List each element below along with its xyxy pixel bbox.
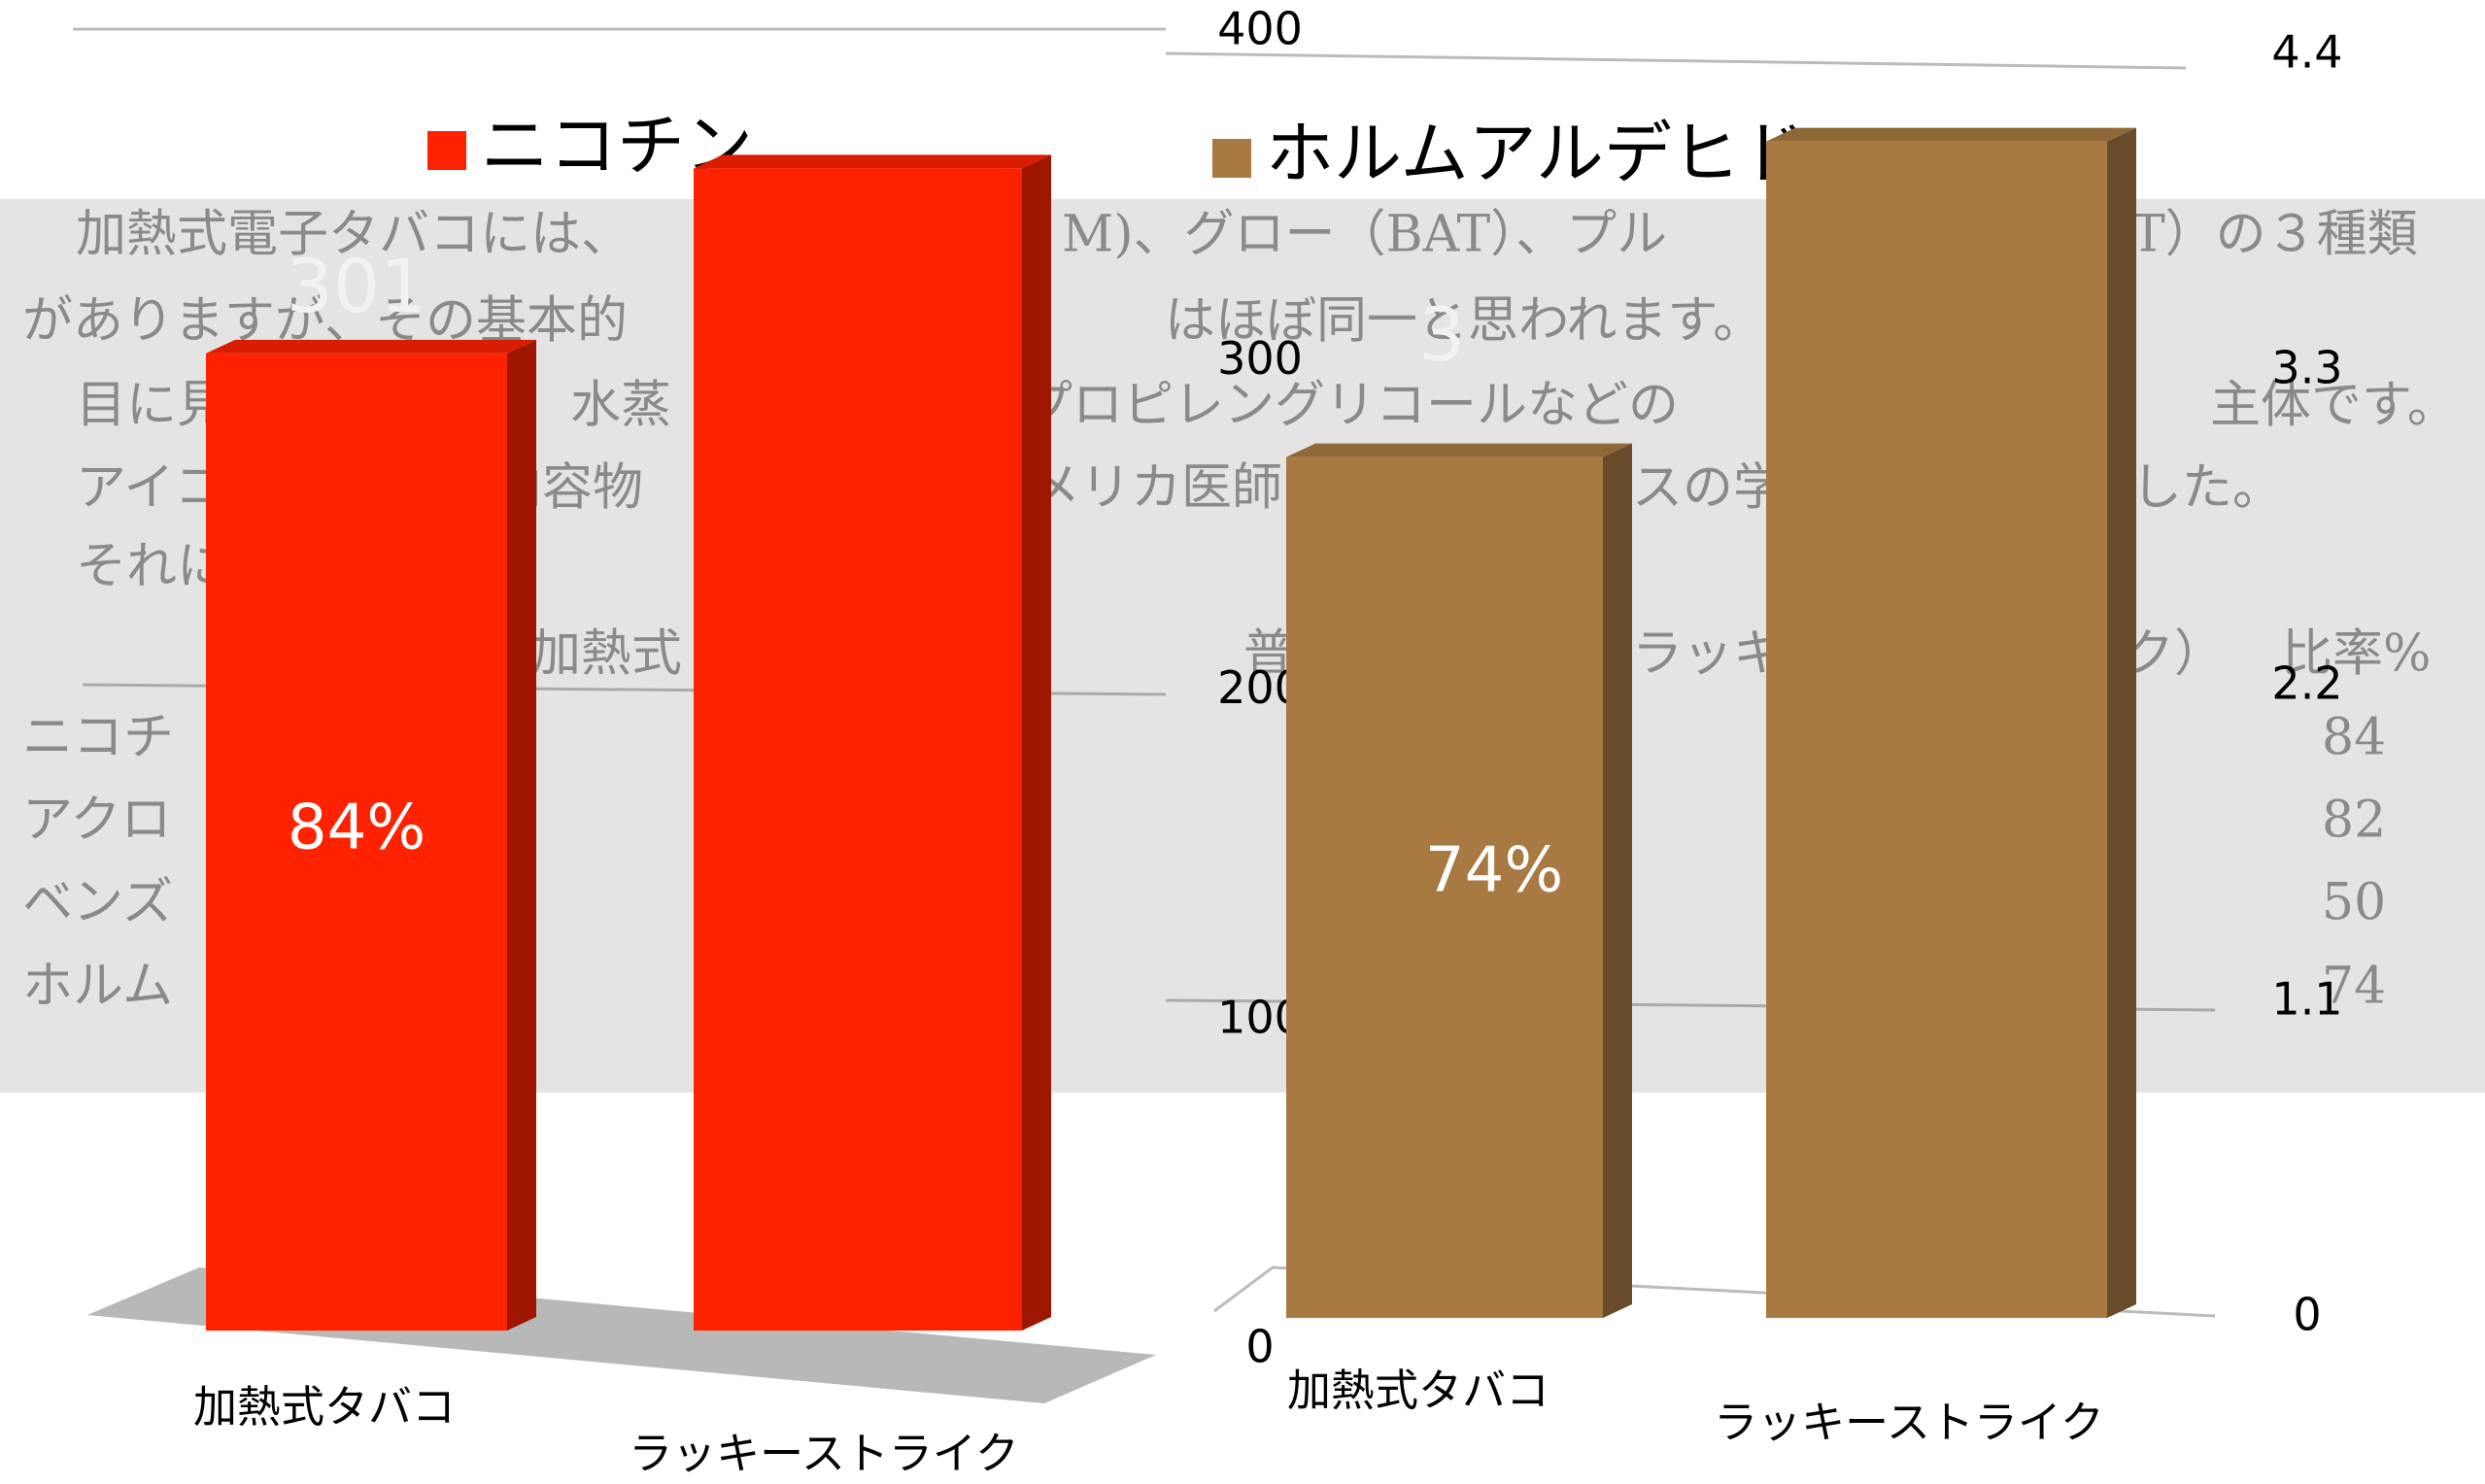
bar-top [1286, 443, 1632, 457]
y2-tick-label: 2.2 [2271, 658, 2342, 710]
document-text: 加熱式電子タバコには、 M)、グロー（BAT）、プル T）の３種類がありますが、その… [22, 206, 2458, 1016]
x-tick-label: ラッキーストライク [1714, 1397, 2104, 1448]
document-fragment: 加熱式 [530, 625, 682, 684]
document-fragment: M)、グロー（BAT）、プル [1062, 206, 1667, 264]
document-fragment: ベンズ [22, 874, 173, 932]
document-fragment: ラッキ [1632, 625, 1784, 684]
document-fragment: スの学 [1632, 459, 1784, 518]
document-fragment: はほぼ同一と思われます。 [1165, 292, 1763, 351]
document-fragment: それに [76, 538, 227, 596]
document-fragment: 普 [1243, 625, 1294, 684]
bar-top [206, 339, 536, 354]
bar [206, 353, 507, 1332]
bar [1766, 141, 2107, 1319]
bar-side [507, 339, 536, 1332]
value-label: 3 [1418, 291, 1465, 378]
ratio-label: 74% [1425, 835, 1563, 907]
document-fragment: 加熱式電子タバコには、 [76, 206, 631, 264]
document-fragment: 水蒸 [570, 377, 671, 435]
charts: ニコチン301加熱式タバコラッキーストライク84%010020030040001… [193, 3, 2343, 1480]
y-tick-label: 400 [1217, 3, 1303, 55]
document-fragment: 比率% [2282, 625, 2431, 684]
value-label: 301 [286, 243, 426, 329]
document-fragment: 84 [2322, 709, 2386, 767]
document-fragment: プロピレングリコールなどの [1022, 377, 1679, 435]
document-fragment: アイコ [76, 459, 224, 518]
rule [1165, 51, 2187, 70]
y2-tick-label: 0 [2293, 1289, 2321, 1341]
y2-tick-label: 3.3 [2271, 342, 2342, 394]
bar-side [1603, 443, 1632, 1318]
bar-top [1766, 127, 2136, 142]
legend-swatch [1212, 139, 1251, 178]
bar [1286, 456, 1603, 1318]
ratio-label: 84% [288, 793, 426, 864]
document-fragment: した。 [2131, 459, 2283, 518]
legend-label: ホルムアルデヒド [1266, 114, 1808, 193]
document-fragment: 主体です。 [2210, 377, 2458, 435]
y-tick-label: 300 [1217, 332, 1303, 385]
x-tick-label: 加熱式タバコ [1287, 1365, 1549, 1416]
y-tick-label: 0 [1245, 1321, 1274, 1373]
document-fragment: アクロ [22, 792, 171, 850]
document-fragment: 目に見 [76, 377, 227, 435]
document-fragment: ホルム [22, 958, 173, 1016]
y2-tick-label: 1.1 [2271, 973, 2342, 1026]
document-fragment: ク） [2124, 625, 2225, 684]
document-fragment: ニコチ [22, 709, 174, 767]
bar-side [2107, 127, 2136, 1319]
legend-swatch [427, 131, 466, 170]
bar-top [694, 154, 1051, 169]
x-tick-label: ラッキーストライク [629, 1428, 1019, 1479]
document-fragment: T）の３種類 [2131, 206, 2418, 264]
document-fragment: 50 [2322, 874, 2386, 932]
x-tick-label: 加熱式タバコ [193, 1381, 456, 1433]
document-fragment: メリカ医師 [1030, 459, 1282, 518]
bar-side [1022, 154, 1051, 1331]
bar [694, 168, 1022, 1331]
y2-tick-label: 4.4 [2271, 26, 2342, 79]
document-fragment: 82 [2322, 792, 2386, 850]
document-fragment: 74 [2322, 958, 2386, 1016]
